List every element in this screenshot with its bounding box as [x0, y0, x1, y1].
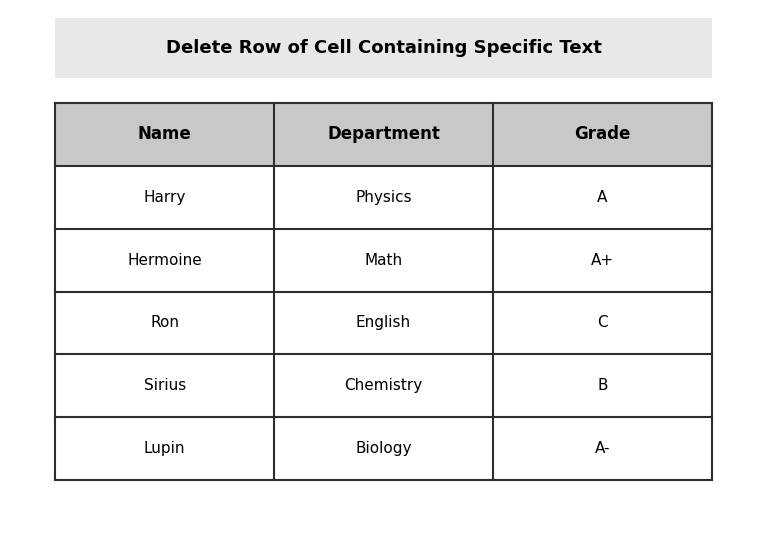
Text: Ron: Ron [150, 315, 179, 331]
Text: English: English [356, 315, 411, 331]
Text: Biology: Biology [355, 441, 412, 456]
FancyBboxPatch shape [55, 166, 712, 229]
Text: Name: Name [138, 126, 192, 143]
Text: Chemistry: Chemistry [344, 378, 423, 393]
FancyBboxPatch shape [55, 354, 712, 417]
Text: Hermoine: Hermoine [127, 253, 202, 268]
Text: Harry: Harry [143, 190, 186, 205]
Text: A-: A- [594, 441, 610, 456]
Text: Delete Row of Cell Containing Specific Text: Delete Row of Cell Containing Specific T… [166, 39, 601, 57]
Text: Department: Department [327, 126, 440, 143]
Text: Sirius: Sirius [143, 378, 186, 393]
Text: Lupin: Lupin [144, 441, 186, 456]
FancyBboxPatch shape [55, 292, 712, 354]
FancyBboxPatch shape [55, 417, 712, 480]
Text: Math: Math [364, 253, 403, 268]
FancyBboxPatch shape [55, 229, 712, 292]
Text: Physics: Physics [355, 190, 412, 205]
Text: B: B [597, 378, 607, 393]
Text: Grade: Grade [574, 126, 630, 143]
FancyBboxPatch shape [55, 18, 712, 78]
Text: C: C [597, 315, 607, 331]
FancyBboxPatch shape [55, 103, 712, 166]
Text: A: A [597, 190, 607, 205]
Text: A+: A+ [591, 253, 614, 268]
